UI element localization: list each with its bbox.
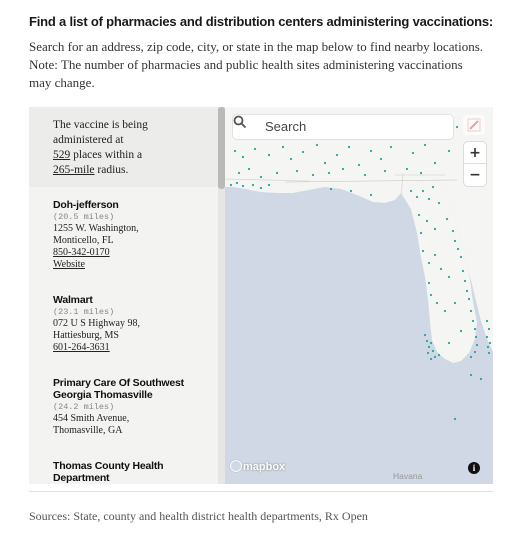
result-address-line1: 454 Smith Avenue, (53, 413, 130, 424)
result-distance: (24.2 miles) (53, 402, 115, 412)
pencil-icon (467, 118, 481, 132)
result-item: Walmart (23.1 miles) 072 U S Highway 98,… (53, 294, 203, 354)
search-icon (233, 115, 247, 129)
map-search-input[interactable]: Search (265, 119, 307, 134)
mapbox-logo-text: mapbox (243, 461, 286, 473)
map-search-box[interactable]: Search (233, 115, 453, 139)
result-item: Doh-jefferson (20.5 miles) 1255 W. Washi… (53, 199, 203, 271)
result-address-line1: 072 U S Highway 98, (53, 318, 140, 329)
result-name: Walmart (53, 294, 93, 306)
result-address-line1: 1255 W. Washington, (53, 223, 139, 234)
results-summary: The vaccine is being administered at 529… (29, 107, 223, 187)
map-city-label: Havana (393, 471, 423, 481)
summary-suffix: radius. (94, 164, 129, 176)
result-name: Thomas County Health Department (53, 460, 164, 484)
result-distance: (23.1 miles) (53, 307, 115, 317)
result-phone-link[interactable]: 850-342-0170 (53, 247, 110, 258)
zoom-in-button[interactable]: + (464, 142, 486, 164)
result-name: Primary Care Of Southwest Georgia Thomas… (53, 377, 184, 401)
result-item: Primary Care Of Southwest Georgia Thomas… (53, 377, 203, 437)
draw-tool-button[interactable] (463, 115, 485, 135)
summary-text: The vaccine is being administered at 529… (53, 118, 183, 178)
intro-paragraph: Search for an address, zip code, city, o… (29, 39, 484, 90)
summary-middle: places within a (70, 149, 143, 161)
mapbox-logo[interactable]: mapbox (230, 460, 285, 473)
results-sidebar[interactable]: The vaccine is being administered at 529… (29, 107, 225, 484)
map-canvas[interactable]: Search + − mapbox Havana i (225, 107, 493, 484)
mapbox-mark-icon (230, 460, 242, 472)
pharmacy-locator: The vaccine is being administered at 529… (29, 107, 493, 484)
result-phone-link[interactable]: 601-264-3631 (53, 342, 110, 353)
florida-map-graphic (225, 107, 493, 484)
radius-value: 265-mile (53, 164, 95, 176)
result-distance: (20.5 miles) (53, 212, 115, 222)
info-icon: i (472, 463, 476, 473)
sidebar-scrollbar-thumb[interactable] (218, 107, 225, 189)
result-address-line2: Thomasville, GA (53, 425, 123, 436)
sources-note: Sources: State, county and health distri… (29, 509, 368, 523)
footer-divider (29, 491, 493, 492)
summary-prefix: The vaccine is being administered at (53, 119, 148, 146)
places-count: 529 (53, 149, 71, 161)
sidebar-scrollbar-track[interactable] (218, 107, 225, 484)
result-address-line2: Monticello, FL (53, 235, 114, 246)
result-item: Thomas County Health Department (53, 460, 203, 484)
zoom-out-button[interactable]: − (469, 167, 481, 183)
attribution-info-button[interactable]: i (468, 462, 480, 474)
section-heading: Find a list of pharmacies and distributi… (29, 14, 494, 29)
result-website-link[interactable]: Website (53, 259, 85, 270)
result-address-line2: Hattiesburg, MS (53, 330, 119, 341)
zoom-controls: + − (464, 142, 486, 186)
result-name: Doh-jefferson (53, 199, 119, 211)
